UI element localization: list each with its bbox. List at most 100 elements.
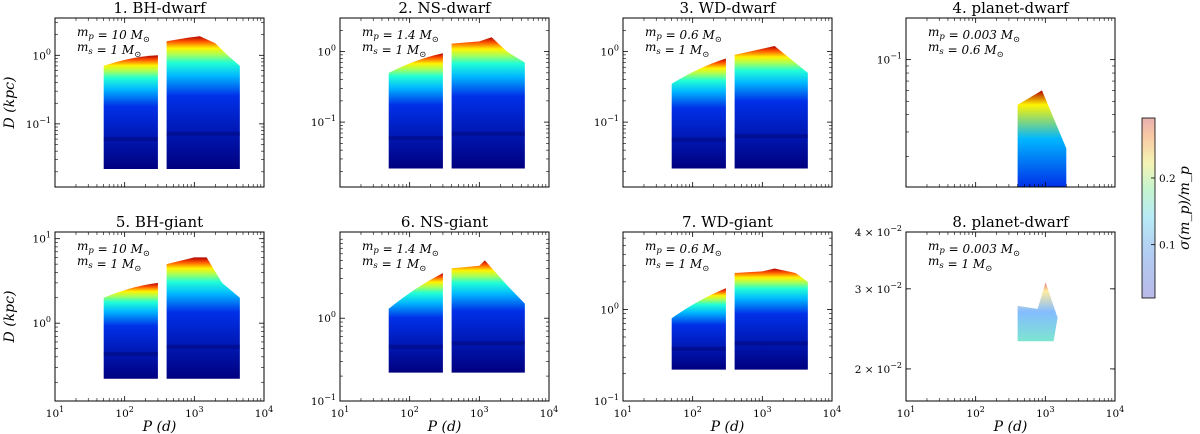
annotation-ms: ms = 1 M⊙ — [645, 40, 709, 60]
panel-8: 101 102 103 104 2 × 10−2 3 × 10−2 4 × 10−2 8. p… — [855, 213, 1125, 434]
band — [451, 131, 525, 136]
panel-5: 101 102 103 104 100 101 5. BH-giant mp = 10 M⊙m… — [2, 213, 273, 434]
x-tick-label: 102 — [683, 405, 701, 420]
heatmap-region — [388, 260, 525, 373]
panel-title: 3. WD-dwarf — [680, 0, 777, 17]
panel-title: 2. NS-dwarf — [398, 0, 492, 17]
band — [166, 344, 240, 349]
x-tick-label: 104 — [1106, 405, 1124, 420]
x-axis-label: P (d) — [142, 419, 177, 434]
panel-4: 10−1 4. planet-dwarf mp = 0.003 M⊙ms = 0.6… — [877, 0, 1116, 188]
band — [388, 344, 443, 349]
band — [734, 134, 808, 139]
heatmap-region — [1017, 282, 1058, 342]
x-axis-label: P (d) — [993, 419, 1028, 434]
panel-title: 1. BH-dwarf — [113, 0, 207, 17]
heatmap-region — [103, 257, 240, 379]
colorbar-label: σ(m_p)/m_p — [1177, 166, 1193, 250]
band — [103, 137, 158, 142]
x-tick-label: 101 — [46, 405, 64, 420]
x-tick-label: 101 — [331, 405, 349, 420]
x-tick-label: 103 — [753, 405, 771, 420]
colorbar-gradient — [1141, 117, 1156, 299]
x-tick-label: 101 — [897, 405, 915, 420]
annotation-mp: mp = 0.6 M⊙ — [645, 25, 722, 45]
y-tick-label: 10−1 — [594, 114, 619, 129]
x-tick-label: 104 — [823, 405, 841, 420]
x-tick-label: 104 — [255, 405, 273, 420]
annotation-mp: mp = 0.003 M⊙ — [928, 25, 1020, 45]
x-tick-label: 102 — [966, 405, 984, 420]
annotation-mp: mp = 10 M⊙ — [77, 25, 150, 45]
annotation-ms: ms = 1 M⊙ — [362, 40, 426, 60]
data-region-right — [734, 268, 808, 370]
band — [103, 351, 158, 356]
data-region-left — [388, 273, 443, 373]
annotation-mp: mp = 0.6 M⊙ — [645, 239, 722, 259]
axes-frame — [339, 17, 550, 188]
annotation-mp: mp = 10 M⊙ — [77, 239, 150, 259]
y-tick-label: 2 × 10−2 — [855, 361, 902, 376]
y-axis-label: D (kpc) — [2, 291, 18, 344]
y-tick-label: 100 — [33, 47, 51, 62]
annotation-mp: mp = 0.003 M⊙ — [928, 239, 1020, 259]
colorbar: 0.1 0.2 σ(m_p)/m_p — [1141, 117, 1193, 299]
data-region-right — [451, 37, 525, 169]
data-region-left — [103, 55, 158, 169]
panel-2: 10−1 100 2. NS-dwarf mp = 1.4 M⊙ms = 1 M⊙ — [311, 0, 550, 188]
panel-title: 6. NS-giant — [401, 213, 488, 231]
axes-frame — [622, 231, 833, 402]
x-tick-label: 102 — [115, 405, 133, 420]
y-tick-label: 10−1 — [311, 393, 336, 408]
axes-frame — [905, 231, 1116, 402]
data-region-blob — [1017, 282, 1058, 342]
y-tick-label: 100 — [601, 44, 619, 59]
data-region-left — [671, 58, 726, 169]
panel-title: 8. planet-dwarf — [952, 213, 1070, 231]
y-tick-label: 10−1 — [594, 393, 619, 408]
y-tick-label: 100 — [601, 301, 619, 316]
y-tick-label: 10−1 — [877, 52, 902, 67]
x-tick-label: 101 — [614, 405, 632, 420]
data-region-right — [166, 257, 240, 379]
annotation-ms: ms = 1 M⊙ — [362, 254, 426, 274]
panel-3: 10−1 100 3. WD-dwarf mp = 0.6 M⊙ms = 1 M⊙ — [594, 0, 833, 188]
y-axis-label: D (kpc) — [2, 77, 18, 130]
axes-frame — [54, 231, 265, 402]
annotation-ms: ms = 1 M⊙ — [928, 254, 992, 274]
data-region-left — [388, 53, 443, 169]
panel-title: 7. WD-giant — [682, 213, 773, 231]
panel-title: 4. planet-dwarf — [952, 0, 1070, 17]
data-region-right — [734, 46, 808, 169]
heatmap-region — [1017, 90, 1067, 187]
annotation-ms: ms = 1 M⊙ — [645, 254, 709, 274]
y-tick-label: 100 — [318, 310, 336, 325]
heatmap-region — [671, 46, 808, 169]
x-tick-label: 102 — [400, 405, 418, 420]
y-tick-label: 3 × 10−2 — [855, 281, 902, 296]
y-tick-label: 10−1 — [26, 116, 51, 131]
band — [671, 346, 726, 351]
x-tick-label: 104 — [540, 405, 558, 420]
data-region-right — [451, 260, 525, 373]
data-region-left — [671, 288, 726, 370]
colorbar-tick-label: 0.2 — [1159, 173, 1176, 185]
annotation-ms: ms = 0.6 M⊙ — [928, 40, 1004, 60]
heatmap-region — [103, 36, 240, 169]
panel-title: 5. BH-giant — [116, 213, 203, 231]
annotation-ms: ms = 1 M⊙ — [77, 254, 141, 274]
panel-6: 101 102 103 104 10−1 100 6. NS-giant mp = 1.4 M… — [311, 213, 558, 434]
y-tick-label: 4 × 10−2 — [855, 224, 902, 239]
colorbar-tick-label: 0.1 — [1159, 240, 1176, 252]
heatmap-region — [388, 37, 525, 169]
y-tick-label: 101 — [33, 231, 51, 246]
heatmap-region — [671, 268, 808, 370]
annotation-ms: ms = 1 M⊙ — [77, 40, 141, 60]
x-tick-label: 103 — [1036, 405, 1054, 420]
data-region-blob — [1017, 90, 1067, 187]
axes-frame — [54, 17, 265, 188]
band — [671, 137, 726, 142]
y-tick-label: 100 — [318, 44, 336, 59]
axes-frame — [622, 17, 833, 188]
